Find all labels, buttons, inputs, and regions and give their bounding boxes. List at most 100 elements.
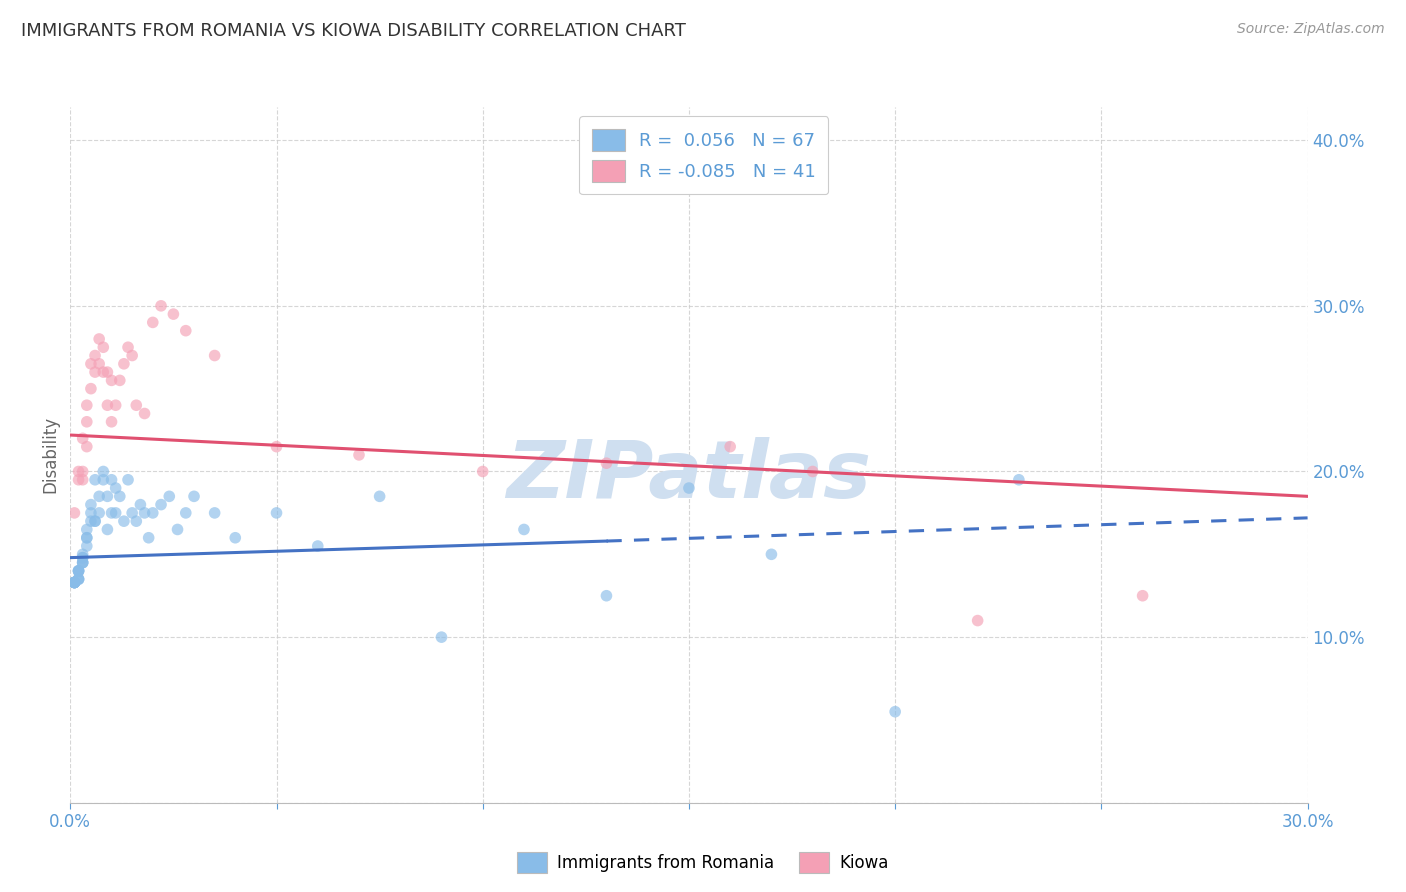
Point [63,575,86,590]
Point [67,572,90,586]
Point [104,481,127,495]
Point [104,398,127,412]
Text: Source: ZipAtlas.com: Source: ZipAtlas.com [1237,22,1385,37]
Point [134,407,156,421]
Point [204,506,226,520]
Point [595,589,617,603]
Point [89,357,111,371]
Point [67,465,90,479]
Point [142,506,165,520]
Point [76,398,98,412]
Point [142,315,165,329]
Point [72,465,94,479]
Point [89,332,111,346]
Point [112,357,135,371]
Point [76,539,98,553]
Point [72,547,94,561]
Point [117,340,139,354]
Point [72,556,94,570]
Point [204,349,226,363]
Point [91,465,114,479]
Legend: Immigrants from Romania, Kiowa: Immigrants from Romania, Kiowa [510,846,896,880]
Point [150,299,173,313]
Point [91,365,114,379]
Point [174,324,197,338]
Point [67,564,90,578]
Point [76,531,98,545]
Point [801,465,824,479]
Point [67,564,90,578]
Point [174,506,197,520]
Point [224,531,246,545]
Point [67,572,90,586]
Point [150,498,173,512]
Point [84,514,107,528]
Point [966,614,988,628]
Point [166,523,188,537]
Point [368,489,391,503]
Point [67,572,90,586]
Point [91,340,114,354]
Point [125,398,148,412]
Point [884,705,907,719]
Point [63,575,86,590]
Point [84,473,107,487]
Point [513,523,536,537]
Text: ZIPatlas: ZIPatlas [506,437,872,515]
Legend: R =  0.056   N = 67, R = -0.085   N = 41: R = 0.056 N = 67, R = -0.085 N = 41 [579,116,828,194]
Point [129,498,152,512]
Point [96,523,118,537]
Point [67,564,90,578]
Point [72,473,94,487]
Point [72,556,94,570]
Point [72,550,94,565]
Point [96,365,118,379]
Point [63,575,86,590]
Point [76,440,98,454]
Point [63,575,86,590]
Point [266,440,288,454]
Point [67,473,90,487]
Point [76,415,98,429]
Point [183,489,205,503]
Point [108,489,131,503]
Point [63,575,86,590]
Point [471,465,494,479]
Point [595,456,617,470]
Point [91,473,114,487]
Point [89,506,111,520]
Point [134,506,156,520]
Point [76,523,98,537]
Point [162,307,184,321]
Point [80,357,103,371]
Point [307,539,329,553]
Point [112,514,135,528]
Point [125,514,148,528]
Point [108,373,131,387]
Point [100,415,122,429]
Point [72,431,94,445]
Point [1132,589,1154,603]
Point [100,373,122,387]
Point [84,365,107,379]
Point [80,498,103,512]
Point [96,489,118,503]
Point [121,506,143,520]
Point [104,506,127,520]
Point [80,514,103,528]
Point [718,440,741,454]
Point [89,489,111,503]
Point [63,575,86,590]
Point [96,398,118,412]
Point [121,349,143,363]
Point [84,514,107,528]
Point [72,556,94,570]
Point [84,349,107,363]
Point [266,506,288,520]
Point [80,506,103,520]
Point [80,382,103,396]
Y-axis label: Disability: Disability [41,417,59,493]
Point [430,630,453,644]
Point [67,564,90,578]
Point [100,473,122,487]
